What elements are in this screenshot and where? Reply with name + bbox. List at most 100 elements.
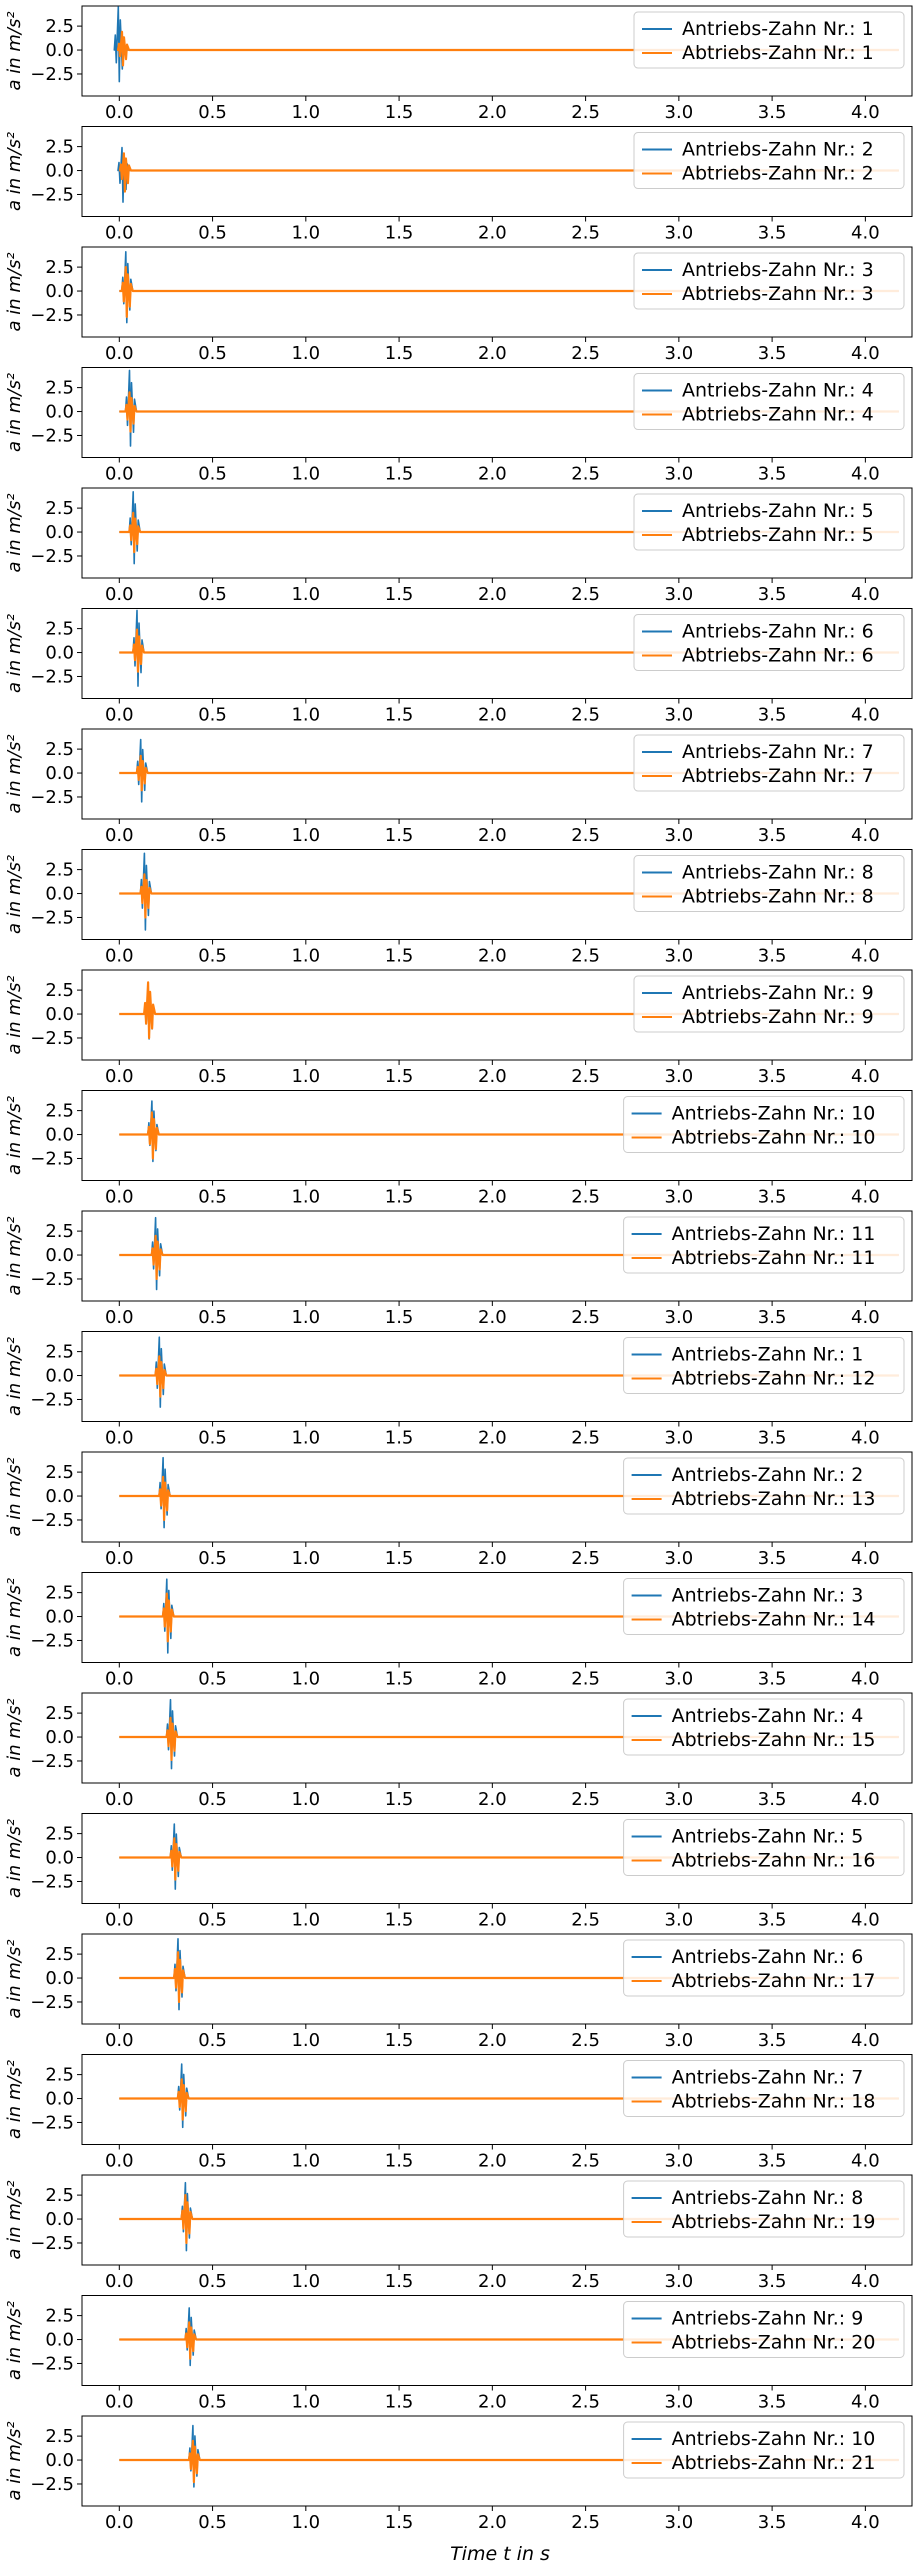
- legend-entry: Antriebs-Zahn Nr.: 6: [672, 1946, 864, 1968]
- legend-entry: Antriebs-Zahn Nr.: 10: [672, 2428, 876, 2450]
- x-tick-label: 1.5: [385, 2151, 414, 2172]
- y-axis-label: a in m/s²: [4, 2301, 25, 2380]
- series-line-driven: [119, 391, 899, 433]
- y-tick-label: 2.5: [45, 137, 74, 158]
- x-tick-label: 2.0: [478, 1548, 507, 1569]
- x-tick-label: 1.0: [291, 2512, 320, 2533]
- x-tick-label: 3.5: [758, 343, 787, 364]
- y-axis-label: a in m/s²: [4, 1819, 25, 1898]
- x-tick-label: 1.0: [291, 464, 320, 485]
- x-tick-label: 4.0: [851, 343, 880, 364]
- legend-entry: Abtriebs-Zahn Nr.: 4: [682, 404, 874, 426]
- x-tick-label: 1.0: [291, 343, 320, 364]
- x-tick-label: 0.5: [198, 705, 227, 726]
- legend-entry: Antriebs-Zahn Nr.: 9: [682, 982, 874, 1004]
- subplot-8: 2.50.0−2.50.0 0.5 1.0 1.5 2.0 2.5 3.0 3.5 4.0a i…: [4, 849, 913, 967]
- x-tick-label: 3.0: [665, 1669, 694, 1690]
- legend-entry: Abtriebs-Zahn Nr.: 6: [682, 645, 874, 667]
- series-line-drive: [119, 2424, 899, 2488]
- x-tick-label: 0.5: [198, 2271, 227, 2292]
- x-tick-label: 2.0: [478, 343, 507, 364]
- x-tick-label: 2.0: [478, 2271, 507, 2292]
- x-tick-label: 4.0: [851, 2512, 880, 2533]
- subplot-stack: 2.5 0.0 −2.5 0.0 0.5 1.0 1.5 2.0 2.5 3.0 3.5 4.0 a i…: [4, 5, 913, 2533]
- legend-box: [623, 1819, 905, 1876]
- x-tick-label: 3.0: [665, 1066, 694, 1087]
- x-tick-label: 0.0: [105, 223, 134, 244]
- x-tick-label: 3.0: [665, 946, 694, 967]
- y-axis-label: a in m/s²: [4, 1939, 25, 2018]
- y-tick-label: 0.0: [45, 40, 74, 61]
- y-tick-label: 2.5: [45, 1944, 74, 1965]
- series-line-driven: [119, 628, 899, 673]
- legend-entry: Abtriebs-Zahn Nr.: 1: [682, 42, 874, 64]
- x-tick-label: 1.0: [291, 2271, 320, 2292]
- legend-box: [633, 614, 905, 671]
- x-tick-label: 0.0: [105, 2151, 134, 2172]
- y-axis-label: a in m/s²: [4, 2421, 25, 2500]
- x-tick-label: 3.5: [758, 2512, 787, 2533]
- x-tick-label: 3.5: [758, 223, 787, 244]
- x-tick-label: 3.5: [758, 1910, 787, 1931]
- subplot-20: 2.50.0−2.50.0 0.5 1.0 1.5 2.0 2.5 3.0 3.5 4.0a i…: [4, 2295, 913, 2413]
- legend-entry: Antriebs-Zahn Nr.: 3: [672, 1585, 864, 1607]
- legend-entry: Antriebs-Zahn Nr.: 1: [672, 1344, 864, 1366]
- x-tick-label: 2.0: [478, 2151, 507, 2172]
- x-tick-label: 4.0: [851, 1307, 880, 1328]
- x-tick-label: 0.5: [198, 2512, 227, 2533]
- legend-box: [633, 734, 905, 792]
- legend-entry: Antriebs-Zahn Nr.: 7: [672, 2067, 864, 2089]
- legend-entry: Antriebs-Zahn Nr.: 10: [672, 1103, 876, 1125]
- subplot-9: 2.5 0.0 −2.5 0.0 0.5 1.0 1.5 2.0 2.5 3.0 3.5 4.0 a i…: [4, 969, 913, 1087]
- subplot-2: 2.50.0−2.50.0 0.5 1.0 1.5 2.0 2.5 3.0 3.5 4.0a i…: [4, 126, 913, 244]
- subplot-15: 2.5 0.0 −2.5 0.0 0.5 1.0 1.5 2.0 2.5 3.0 3.5 4.0 a i…: [4, 1692, 913, 1810]
- x-tick-label: 1.5: [385, 343, 414, 364]
- x-axis-title: Time t in s: [450, 2543, 550, 2565]
- legend-entry: Antriebs-Zahn Nr.: 5: [672, 1826, 864, 1848]
- x-tick-label: 1.0: [291, 1789, 320, 1810]
- legend-entry: Abtriebs-Zahn Nr.: 13: [672, 1488, 876, 1510]
- legend-box: [633, 11, 905, 69]
- series-line-drive: [119, 1456, 899, 1529]
- series-line-driven: [119, 754, 899, 792]
- y-tick-label: −2.5: [30, 1751, 74, 1772]
- x-tick-label: 0.5: [198, 464, 227, 485]
- y-axis-label: a in m/s²: [4, 252, 25, 331]
- series-line-drive: [119, 1216, 899, 1291]
- x-tick-label: 0.0: [105, 1066, 134, 1087]
- x-tick-label: 2.5: [571, 1307, 600, 1328]
- legend-box: [623, 1337, 905, 1394]
- x-tick-label: 3.5: [758, 2030, 787, 2051]
- x-tick-label: 2.5: [571, 1789, 600, 1810]
- x-tick-label: 2.0: [478, 1428, 507, 1449]
- x-tick-label: 1.5: [385, 946, 414, 967]
- x-tick-label: 1.0: [291, 1307, 320, 1328]
- y-tick-label: −2.5: [30, 1992, 74, 2013]
- subplot-6: 2.50.0−2.50.0 0.5 1.0 1.5 2.0 2.5 3.0 3.5 4.0a i…: [4, 608, 913, 726]
- legend-entry: Abtriebs-Zahn Nr.: 20: [672, 2332, 876, 2354]
- x-tick-label: 3.5: [758, 705, 787, 726]
- legend-entry: Abtriebs-Zahn Nr.: 19: [672, 2211, 876, 2233]
- x-tick-label: 0.0: [105, 2030, 134, 2051]
- x-tick-label: 0.5: [198, 343, 227, 364]
- legend-entry: Antriebs-Zahn Nr.: 7: [682, 741, 874, 763]
- series-line-drive: [119, 609, 899, 687]
- x-tick-label: 2.5: [571, 2512, 600, 2533]
- x-tick-label: 1.5: [385, 1789, 414, 1810]
- y-tick-label: −2.5: [30, 1148, 74, 1169]
- x-tick-label: 1.5: [385, 2392, 414, 2413]
- x-tick-label: 3.5: [758, 1669, 787, 1690]
- x-tick-label: 0.5: [198, 1187, 227, 1208]
- x-tick-label: 4.0: [851, 584, 880, 605]
- subplot-14: 2.50.0−2.50.0 0.5 1.0 1.5 2.0 2.5 3.0 3.5 4.0a i…: [4, 1572, 913, 1690]
- x-tick-label: 2.5: [571, 102, 600, 123]
- series-line-driven: [119, 2194, 899, 2245]
- y-axis-label: a in m/s²: [4, 11, 25, 90]
- legend-box: [623, 1457, 905, 1515]
- x-tick-label: 0.5: [198, 825, 227, 846]
